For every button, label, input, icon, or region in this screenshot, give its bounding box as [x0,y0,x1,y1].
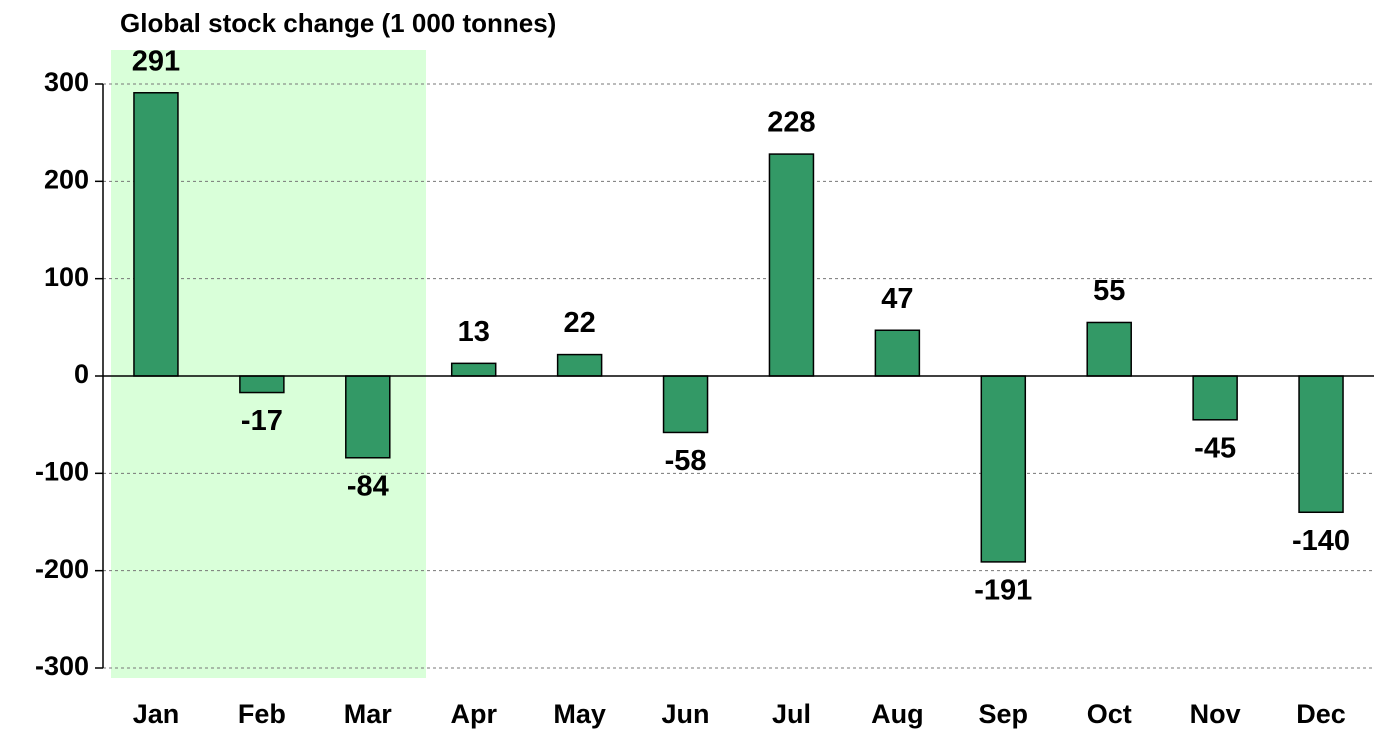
x-tick-label: Mar [344,699,393,729]
x-tick-label: Jun [662,699,710,729]
data-label: -140 [1292,525,1350,557]
data-label: -84 [347,470,389,502]
bar [980,375,1027,563]
data-label: 228 [767,107,815,139]
x-tick-label: Nov [1190,699,1241,729]
bar [874,329,921,377]
bar [556,353,603,377]
y-tick-label: 200 [44,164,89,194]
bar [1298,375,1344,514]
x-tick-label: Aug [871,699,923,729]
x-tick-label: Sep [979,699,1029,729]
data-label: -191 [974,575,1032,607]
data-label: 55 [1093,275,1125,307]
bar [239,375,285,394]
x-tick-label: Feb [238,699,286,729]
data-label: -45 [1194,432,1236,464]
chart-title: Global stock change (1 000 tonnes) [120,8,556,38]
data-label: -58 [665,445,707,477]
data-label: -17 [241,405,283,437]
x-tick-label: Apr [450,699,497,729]
data-label: 13 [458,316,490,348]
data-label: 47 [881,283,913,315]
bar [768,153,815,377]
bar [450,362,497,377]
y-tick-label: -100 [35,456,89,486]
x-tick-label: Jan [133,699,180,729]
bar [345,375,391,459]
y-tick-label: 0 [74,359,89,389]
x-tick-label: Jul [772,699,811,729]
x-tick-label: Dec [1296,699,1346,729]
data-label: 22 [563,307,595,339]
bar [1086,321,1132,377]
y-tick-label: -200 [35,554,89,584]
x-tick-label: Oct [1087,699,1132,729]
bar [662,375,709,434]
y-tick-label: 100 [44,262,89,292]
x-tick-label: May [553,699,606,729]
y-tick-label: 300 [44,67,89,97]
bar [133,92,179,377]
bar [1192,375,1238,421]
y-tick-label: -300 [35,651,89,681]
data-label: 291 [132,45,180,77]
